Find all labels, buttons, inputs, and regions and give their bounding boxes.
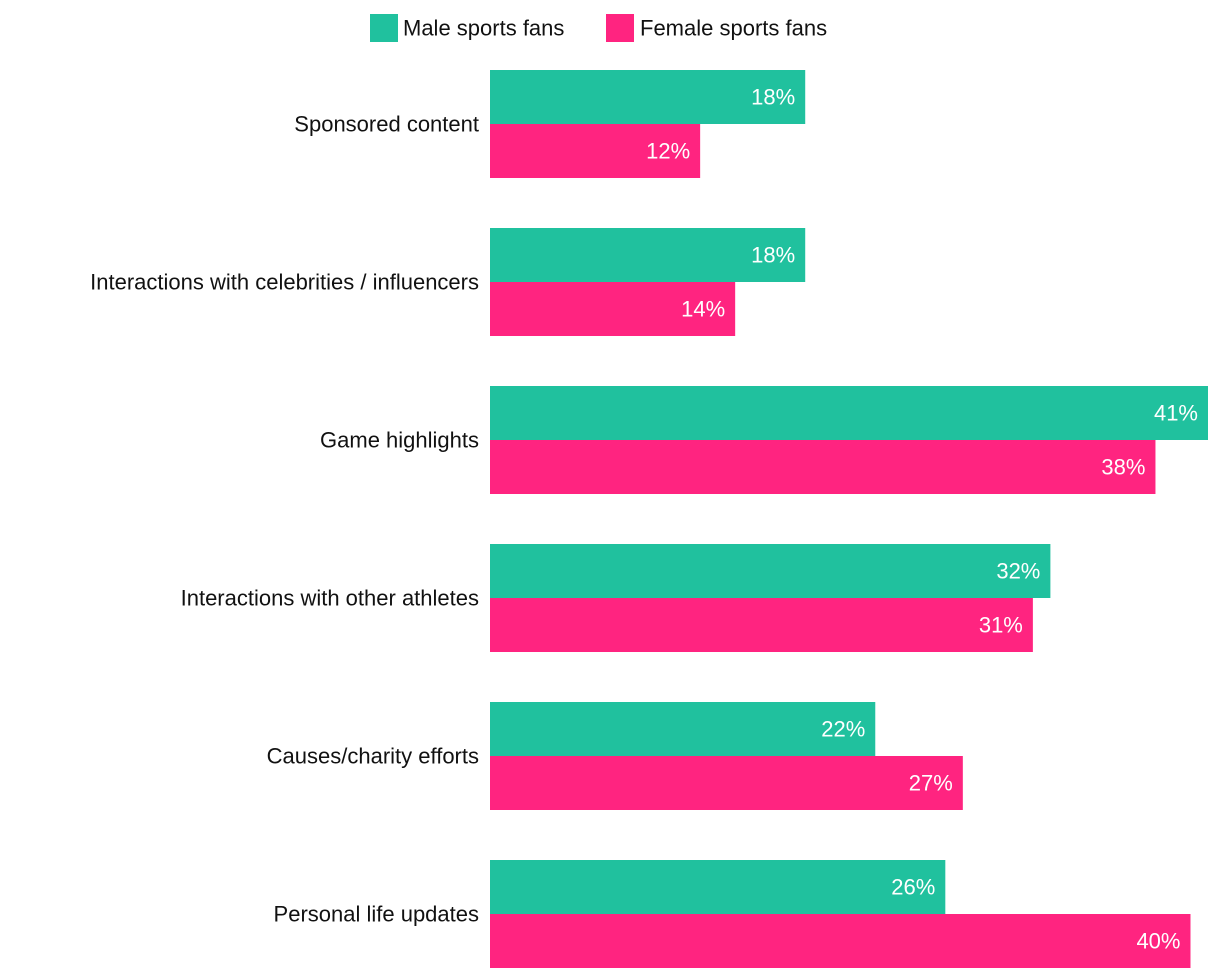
legend-label-female: Female sports fans — [640, 16, 827, 41]
category-label: Sponsored content — [294, 112, 479, 137]
category-label: Interactions with other athletes — [181, 586, 479, 611]
value-label-male: 26% — [891, 875, 935, 900]
bar-female — [490, 914, 1191, 968]
category-label: Personal life updates — [274, 902, 479, 927]
bar-male — [490, 228, 806, 282]
value-label-female: 12% — [646, 139, 690, 164]
bar-male — [490, 702, 876, 756]
bars — [490, 70, 1208, 968]
category-label: Causes/charity efforts — [267, 744, 479, 769]
value-labels: 18% 12% 18% 14% 41% 38% 32% 31% 22% 27% 26% 40% — [646, 85, 1198, 954]
value-label-male: 22% — [821, 717, 865, 742]
legend-swatch-female — [606, 14, 634, 42]
bar-male — [490, 544, 1051, 598]
value-label-female: 38% — [1101, 455, 1145, 480]
legend-label-male: Male sports fans — [403, 16, 564, 41]
category-label: Game highlights — [320, 428, 479, 453]
category-label: Interactions with celebrities / influenc… — [90, 270, 479, 295]
legend-swatch-male — [370, 14, 398, 42]
value-label-female: 27% — [909, 771, 953, 796]
value-label-male: 18% — [751, 85, 795, 110]
legend: Male sports fans Female sports fans — [370, 14, 827, 42]
bar-male — [490, 386, 1208, 440]
value-label-male: 18% — [751, 243, 795, 268]
bar-female — [490, 282, 736, 336]
value-label-male: 32% — [996, 559, 1040, 584]
category-labels: Sponsored content Interactions with celeb… — [90, 112, 479, 927]
value-label-female: 40% — [1136, 929, 1180, 954]
bar-female — [490, 756, 963, 810]
bar-male — [490, 70, 806, 124]
bar-male — [490, 860, 946, 914]
value-label-female: 14% — [681, 297, 725, 322]
value-label-male: 41% — [1154, 401, 1198, 426]
bar-female — [490, 440, 1156, 494]
value-label-female: 31% — [979, 613, 1023, 638]
bar-female — [490, 124, 701, 178]
bar-female — [490, 598, 1033, 652]
